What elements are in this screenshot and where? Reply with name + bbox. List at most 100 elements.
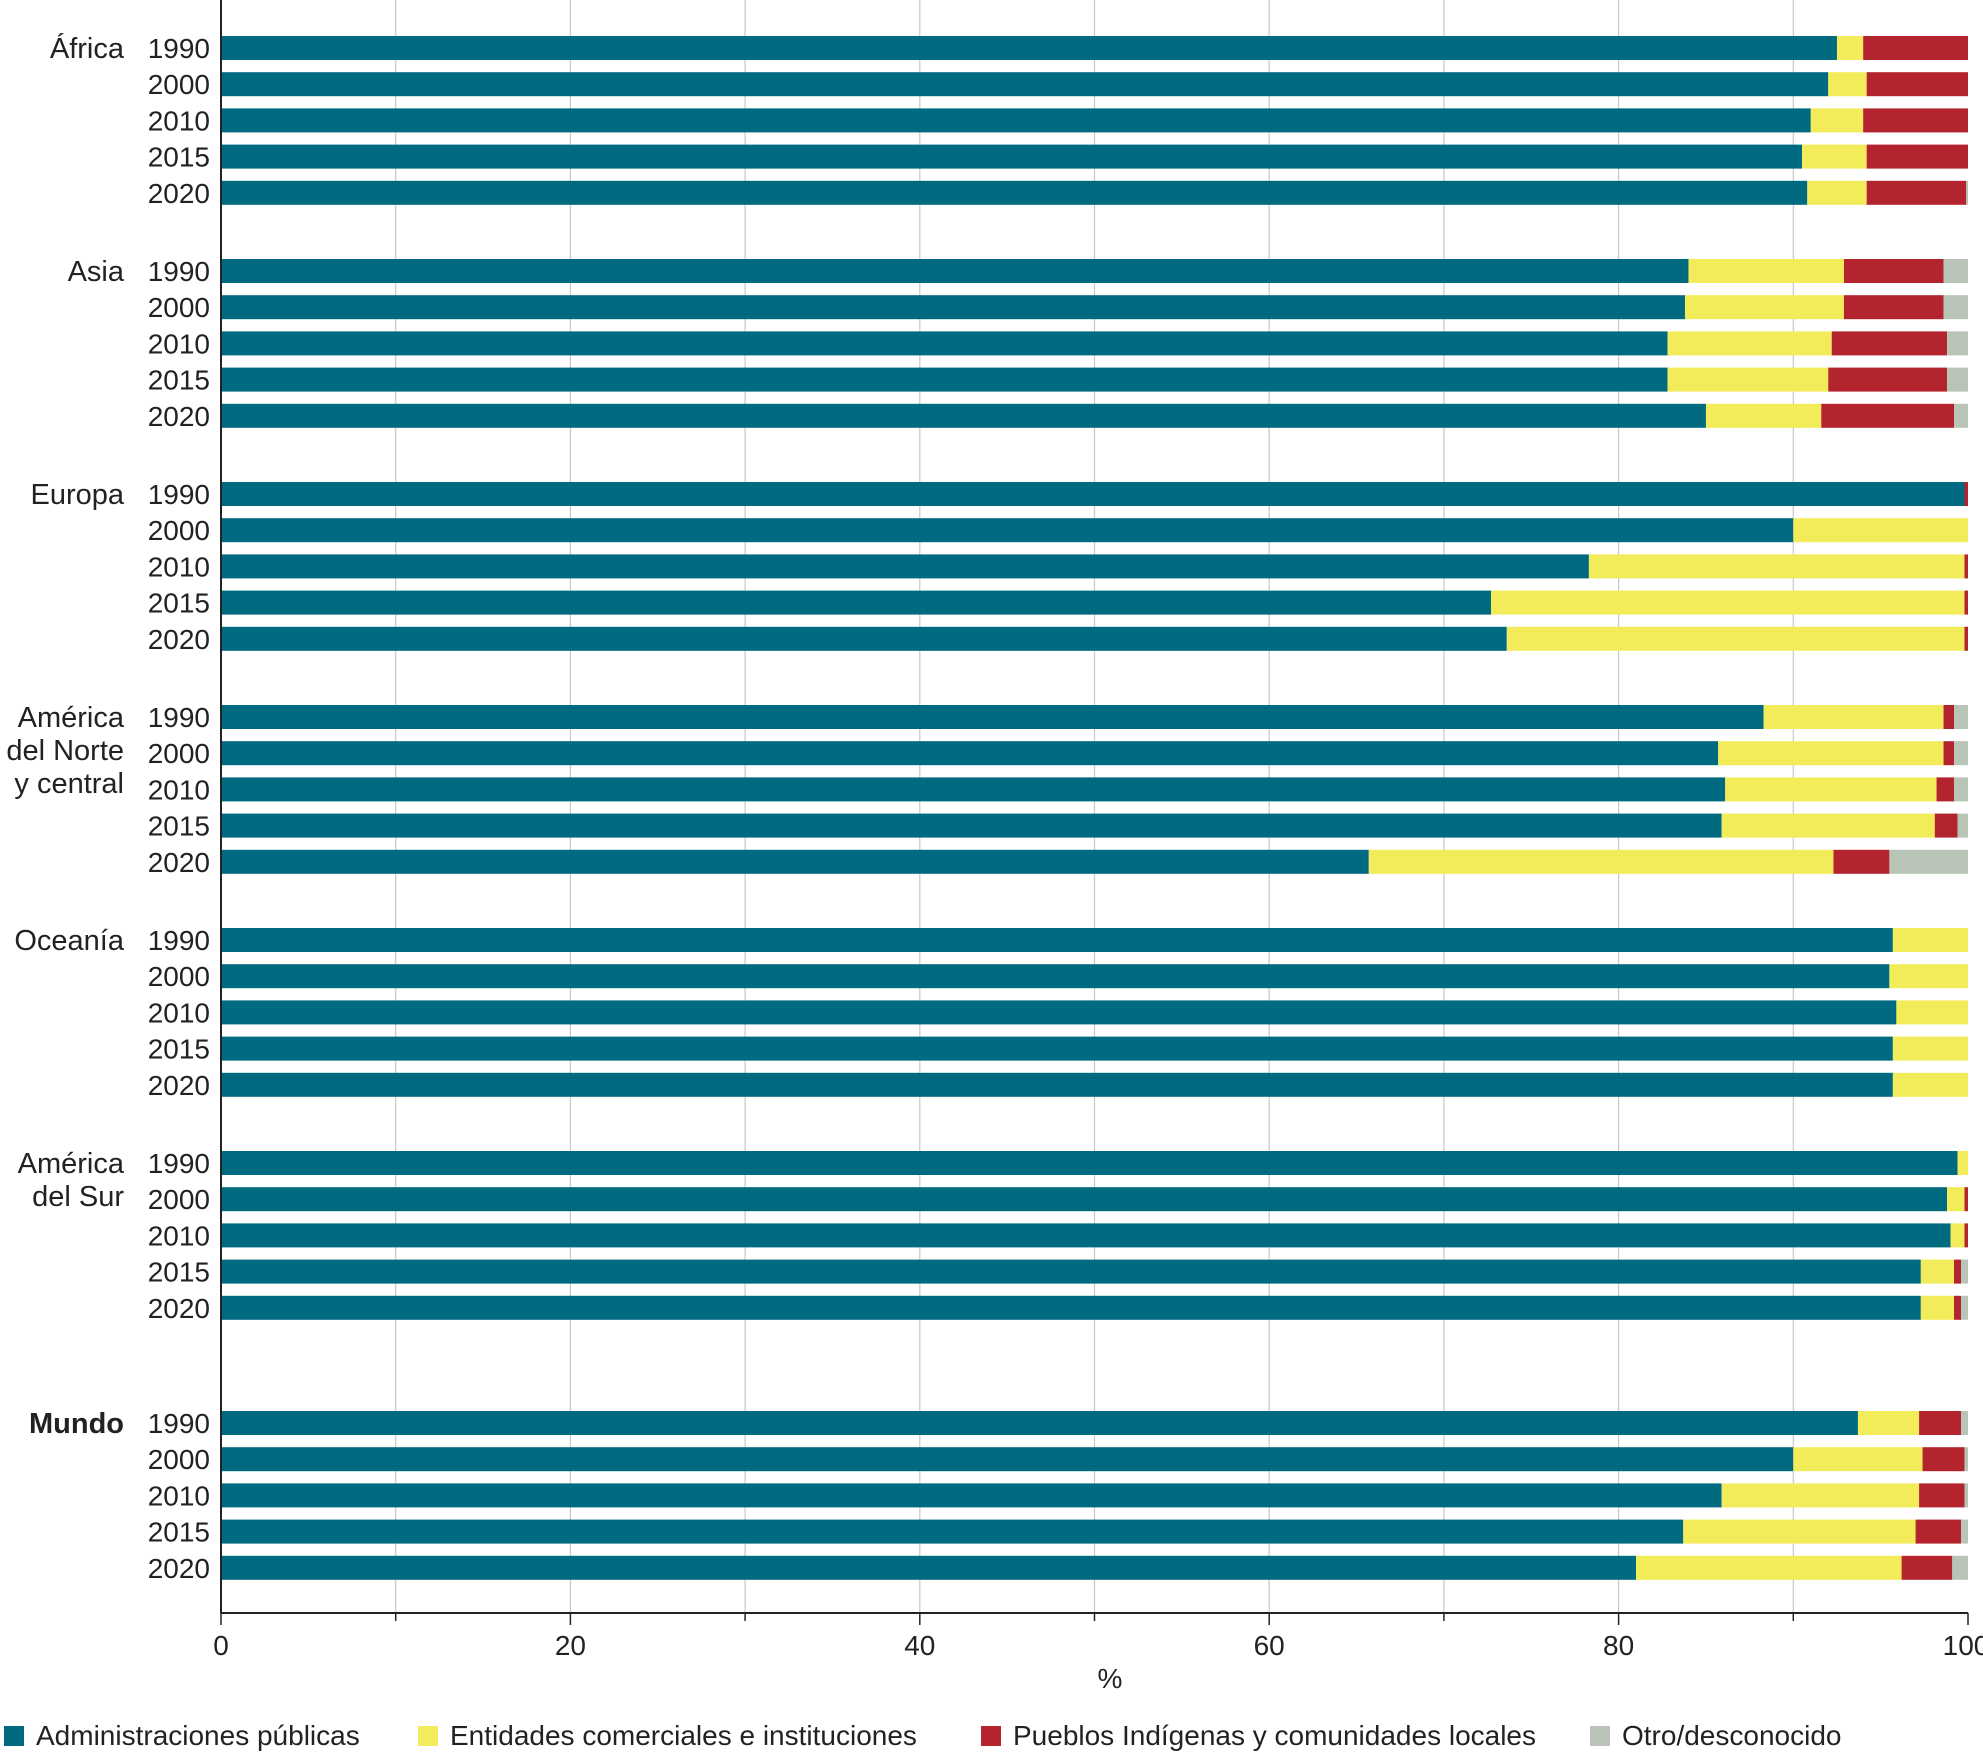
bar-segment: [221, 554, 1589, 579]
bar-segment: [221, 964, 1890, 989]
bar-segment: [1915, 1519, 1962, 1544]
legend-swatch: [4, 1725, 24, 1746]
bar-segment: [1718, 741, 1944, 766]
year-label: 2000: [148, 292, 210, 323]
bar-segment: [1368, 849, 1834, 874]
bar-segment: [221, 1259, 1921, 1284]
bar-segment: [1491, 590, 1965, 615]
year-label: 2010: [148, 1480, 210, 1511]
bar-segment: [1683, 1519, 1916, 1544]
bar-segment: [1843, 295, 1944, 320]
bar-segment: [1866, 180, 1967, 205]
legend-label: Entidades comerciales e instituciones: [450, 1719, 917, 1751]
region-label: del Sur: [32, 1181, 124, 1213]
region-label: Asia: [68, 256, 125, 288]
gridlines: [395, 0, 1794, 1613]
x-tick-label: 0: [213, 1630, 229, 1661]
bar-segment: [1901, 1555, 1953, 1580]
bar-segment: [1866, 72, 1968, 97]
region-label: y central: [14, 768, 124, 800]
bar-segment: [1964, 1483, 1968, 1508]
year-label: 1990: [148, 925, 210, 956]
bar-segment: [1896, 1000, 1968, 1025]
bar-segment: [1966, 180, 1968, 205]
bar-segment: [1836, 36, 1864, 60]
bar-segment: [1889, 964, 1968, 989]
bar-segment: [221, 1187, 1948, 1212]
region-label: África: [50, 32, 125, 65]
bar-segment: [221, 849, 1369, 874]
bar-segment: [1964, 1447, 1968, 1472]
bar-segment: [1943, 295, 1968, 320]
year-label: 2015: [148, 1257, 210, 1288]
bar-segment: [1922, 1447, 1965, 1472]
region-label: América: [18, 702, 125, 734]
year-label: 2020: [148, 178, 210, 209]
bar-segment: [1919, 1411, 1962, 1435]
bar-segment: [1667, 331, 1832, 356]
year-label: 2010: [148, 551, 210, 582]
bar-segment: [1506, 626, 1965, 651]
bar-segment: [1961, 1295, 1968, 1320]
bar-segment: [1954, 1259, 1962, 1284]
bar-segment: [1863, 108, 1968, 133]
bar-segment: [1919, 1483, 1965, 1508]
year-label: 2015: [148, 811, 210, 842]
bar-segment: [221, 1411, 1858, 1435]
bar-segment: [221, 108, 1811, 133]
bar-segment: [1954, 777, 1968, 802]
year-label: 2020: [148, 1070, 210, 1101]
legend-swatch: [1590, 1725, 1610, 1746]
bar-segment: [1793, 1447, 1923, 1472]
bar-segment: [221, 813, 1722, 838]
year-label: 2015: [148, 588, 210, 619]
bar-segment: [1961, 1259, 1968, 1284]
year-label: 2000: [148, 738, 210, 769]
year-label: 2020: [148, 1553, 210, 1584]
x-tick-label: 40: [904, 1630, 935, 1661]
bar-segment: [1957, 813, 1968, 838]
year-label: 2000: [148, 1444, 210, 1475]
year-label: 2020: [148, 847, 210, 878]
year-label: 2020: [148, 624, 210, 655]
bar-segment: [1950, 1223, 1965, 1248]
bar-segment: [221, 144, 1803, 169]
bar-segment: [221, 741, 1719, 766]
bar-segment: [1947, 367, 1968, 392]
bars: [221, 36, 1968, 1580]
bar-segment: [221, 1036, 1893, 1061]
bar-segment: [221, 1223, 1951, 1248]
bar-segment: [221, 1555, 1637, 1580]
bar-segment: [1961, 1411, 1968, 1435]
bar-segment: [1954, 403, 1968, 428]
year-label: 2015: [148, 1034, 210, 1065]
bar-segment: [1863, 36, 1968, 60]
bar-segment: [1828, 72, 1867, 97]
bar-segment: [1721, 813, 1935, 838]
legend: Administraciones públicas Entidades comer…: [0, 1720, 1983, 1751]
legend-item: Otro/desconocido: [1590, 1720, 1841, 1751]
bar-segment: [1936, 777, 1955, 802]
bar-segment: [1667, 367, 1829, 392]
bar-segment: [221, 295, 1685, 320]
bar-segment: [1943, 705, 1955, 729]
region-label: América: [18, 1148, 125, 1180]
year-label: 2015: [148, 1517, 210, 1548]
bar-segment: [221, 1519, 1684, 1544]
bar-segment: [1833, 849, 1890, 874]
bar-segment: [1957, 1151, 1968, 1175]
bar-segment: [221, 180, 1808, 205]
year-label: 2000: [148, 515, 210, 546]
bar-segment: [221, 1295, 1921, 1320]
row-labels: 1990 2000 2010 2015 2020 África 1990 2000 2010 20…: [6, 32, 210, 1584]
bar-segment: [1807, 180, 1867, 205]
bar-segment: [1636, 1555, 1902, 1580]
x-tick-label: 100: [1943, 1630, 1983, 1661]
bar-segment: [221, 1000, 1897, 1025]
bar-segment: [1934, 813, 1958, 838]
bar-segment: [221, 1151, 1958, 1175]
year-label: 2000: [148, 961, 210, 992]
year-label: 1990: [148, 479, 210, 510]
legend-item: Pueblos Indígenas y comunidades locales: [981, 1720, 1536, 1751]
bar-segment: [1964, 482, 1968, 506]
